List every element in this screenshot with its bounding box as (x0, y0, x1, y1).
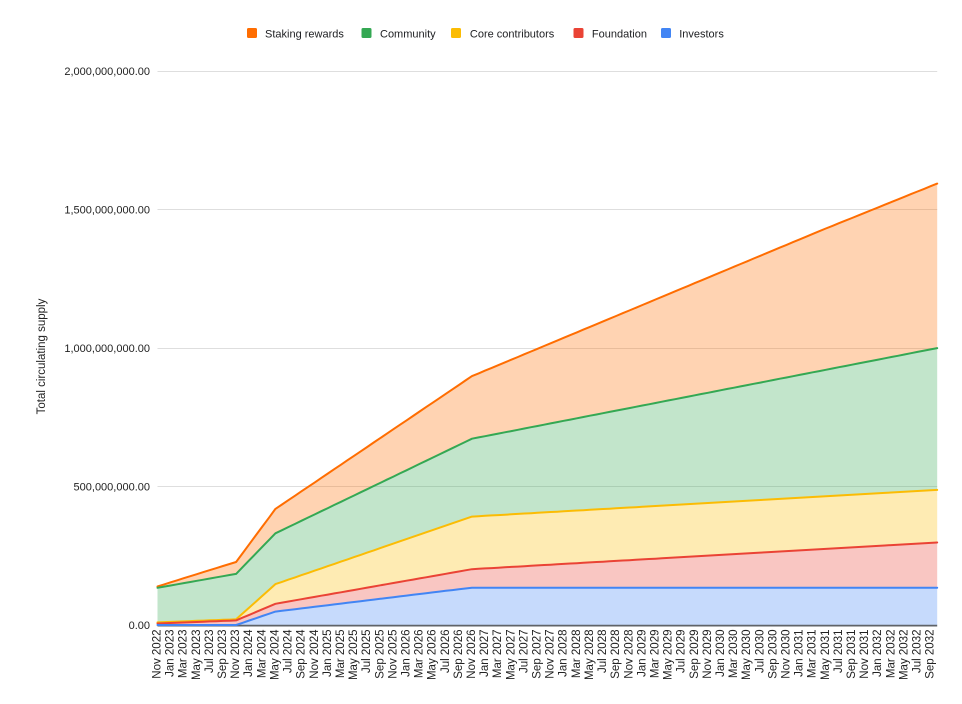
svg-text:Jan 2032: Jan 2032 (872, 630, 884, 677)
svg-text:May 2026: May 2026 (427, 630, 439, 681)
svg-text:2,000,000,000.00: 2,000,000,000.00 (64, 66, 150, 78)
svg-text:Sep 2029: Sep 2029 (689, 630, 701, 679)
svg-text:Jul 2030: Jul 2030 (754, 630, 766, 673)
svg-text:Sep 2024: Sep 2024 (296, 629, 308, 679)
svg-text:Sep 2032: Sep 2032 (925, 630, 937, 679)
svg-text:Mar 2032: Mar 2032 (885, 630, 897, 679)
svg-text:Mar 2026: Mar 2026 (414, 630, 426, 679)
svg-text:Mar 2030: Mar 2030 (728, 630, 740, 679)
svg-text:1,000,000,000.00: 1,000,000,000.00 (64, 343, 150, 355)
svg-text:May 2027: May 2027 (505, 630, 517, 681)
svg-text:Mar 2023: Mar 2023 (178, 630, 190, 679)
svg-text:Jan 2027: Jan 2027 (479, 630, 491, 677)
svg-text:Mar 2024: Mar 2024 (256, 629, 268, 678)
svg-text:Mar 2031: Mar 2031 (807, 630, 819, 679)
svg-text:Mar 2027: Mar 2027 (492, 630, 504, 679)
svg-text:Jan 2025: Jan 2025 (322, 630, 334, 677)
svg-text:May 2025: May 2025 (348, 630, 360, 681)
svg-text:May 2030: May 2030 (741, 630, 753, 681)
svg-text:Nov 2030: Nov 2030 (781, 630, 793, 679)
svg-text:Jan 2030: Jan 2030 (715, 630, 727, 677)
svg-text:Jan 2029: Jan 2029 (636, 630, 648, 677)
svg-text:Mar 2025: Mar 2025 (335, 630, 347, 679)
svg-text:1,500,000,000.00: 1,500,000,000.00 (64, 205, 150, 217)
svg-text:Jul 2029: Jul 2029 (676, 630, 688, 673)
svg-text:Mar 2028: Mar 2028 (571, 630, 583, 679)
svg-text:May 2024: May 2024 (269, 629, 281, 680)
svg-text:Jan 2028: Jan 2028 (558, 630, 570, 677)
svg-text:Sep 2027: Sep 2027 (532, 630, 544, 679)
svg-text:500,000,000.00: 500,000,000.00 (74, 482, 150, 494)
svg-text:Nov 2026: Nov 2026 (466, 630, 478, 679)
svg-text:Jan 2026: Jan 2026 (401, 630, 413, 677)
svg-text:Jul 2026: Jul 2026 (440, 630, 452, 673)
svg-text:Nov 2024: Nov 2024 (309, 629, 321, 679)
svg-text:Nov 2028: Nov 2028 (623, 630, 635, 679)
svg-text:Core contributors: Core contributors (470, 29, 555, 41)
svg-text:Jan 2023: Jan 2023 (165, 630, 177, 677)
svg-text:Total circulating supply: Total circulating supply (36, 298, 48, 414)
svg-text:May 2029: May 2029 (663, 630, 675, 681)
svg-text:Sep 2023: Sep 2023 (217, 630, 229, 679)
svg-text:May 2031: May 2031 (820, 630, 832, 681)
svg-text:Jan 2024: Jan 2024 (243, 629, 255, 677)
svg-text:May 2028: May 2028 (584, 630, 596, 681)
svg-text:Jan 2031: Jan 2031 (794, 630, 806, 677)
svg-text:Nov 2025: Nov 2025 (387, 630, 399, 679)
svg-text:Nov 2022: Nov 2022 (152, 630, 164, 679)
svg-text:Jul 2032: Jul 2032 (912, 630, 924, 673)
svg-text:Jul 2024: Jul 2024 (283, 629, 295, 673)
svg-text:May 2023: May 2023 (191, 630, 203, 681)
svg-text:Nov 2027: Nov 2027 (545, 630, 557, 679)
svg-text:Jul 2023: Jul 2023 (204, 630, 216, 673)
svg-text:Sep 2030: Sep 2030 (767, 630, 779, 679)
svg-text:Mar 2029: Mar 2029 (650, 630, 662, 679)
svg-text:Investors: Investors (679, 29, 724, 41)
svg-text:Jul 2028: Jul 2028 (597, 630, 609, 673)
svg-text:Sep 2025: Sep 2025 (374, 630, 386, 679)
svg-text:May 2032: May 2032 (898, 630, 910, 681)
svg-text:0.00: 0.00 (129, 620, 150, 632)
svg-text:Nov 2029: Nov 2029 (702, 630, 714, 679)
svg-text:Jul 2025: Jul 2025 (361, 630, 373, 673)
svg-text:Jul 2031: Jul 2031 (833, 630, 845, 673)
svg-text:Community: Community (380, 29, 436, 41)
svg-text:Staking rewards: Staking rewards (265, 29, 344, 41)
svg-text:Foundation: Foundation (592, 29, 647, 41)
svg-text:Nov 2023: Nov 2023 (230, 630, 242, 679)
svg-text:Sep 2031: Sep 2031 (846, 630, 858, 679)
svg-text:Jul 2027: Jul 2027 (518, 630, 530, 673)
svg-text:Sep 2026: Sep 2026 (453, 630, 465, 679)
svg-text:Nov 2031: Nov 2031 (859, 630, 871, 679)
svg-text:Sep 2028: Sep 2028 (610, 630, 622, 679)
